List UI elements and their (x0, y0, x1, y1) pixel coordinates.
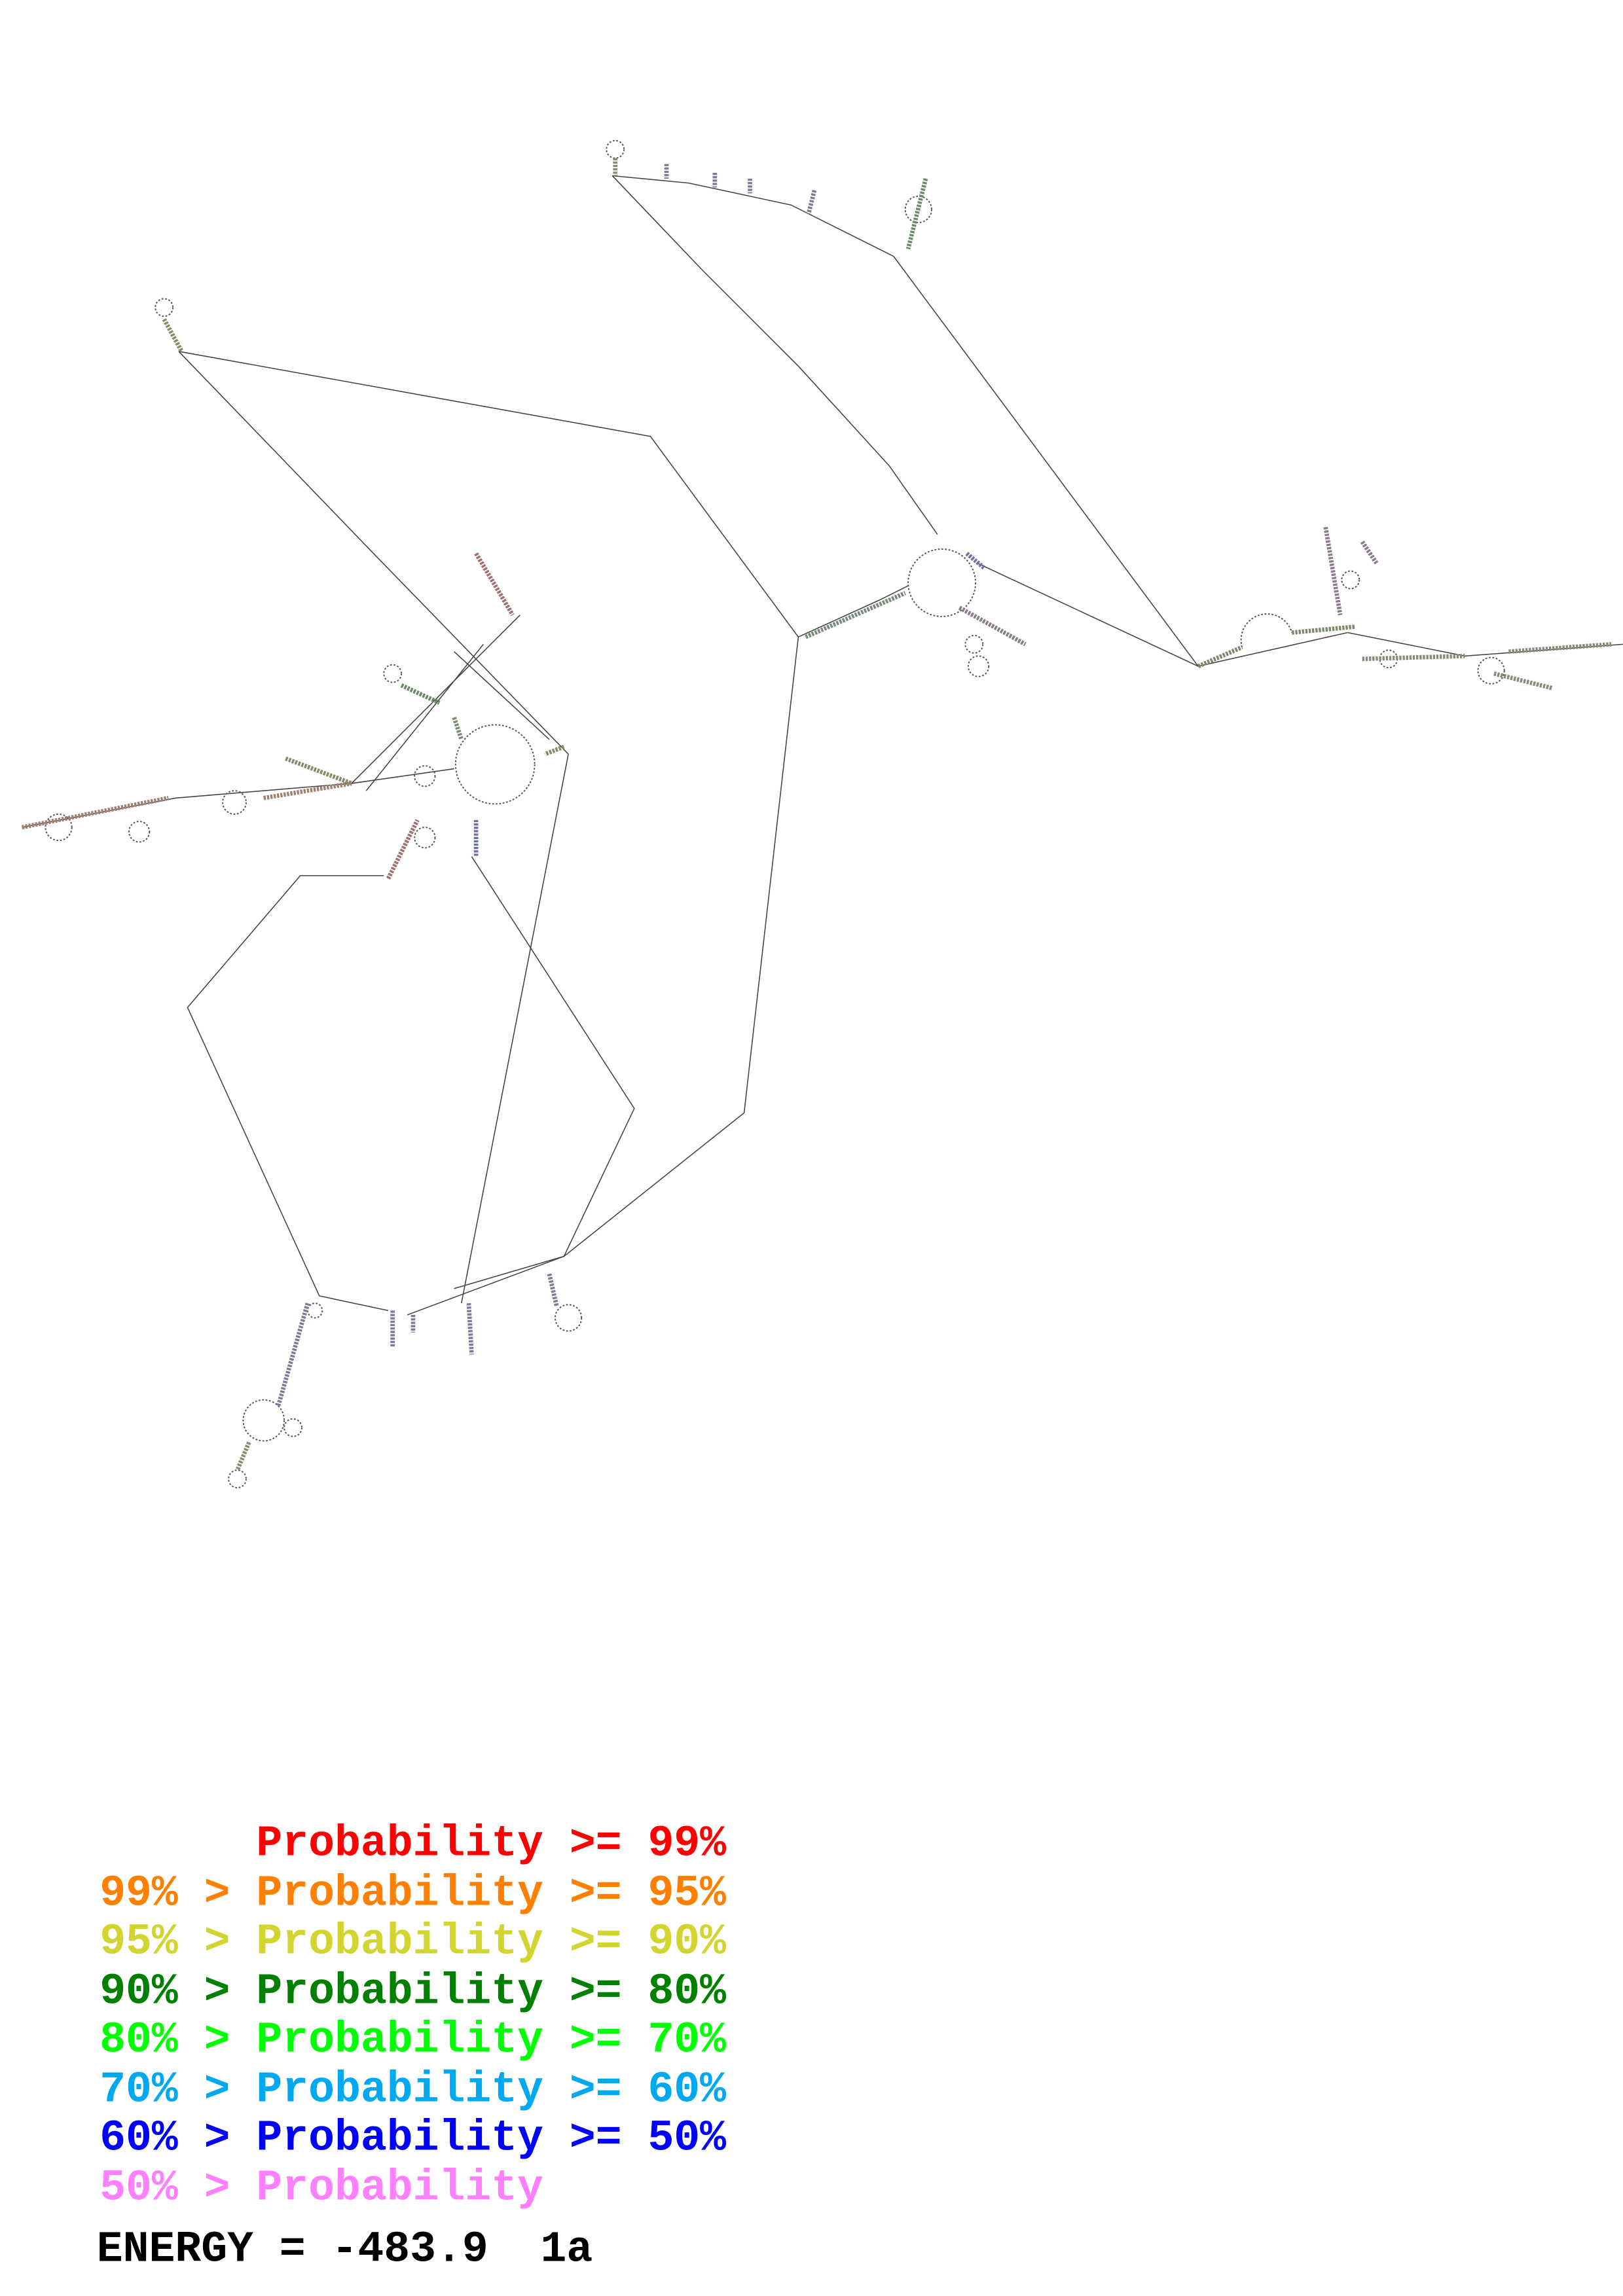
hairpin-loop (155, 298, 174, 317)
backbone-line (187, 875, 389, 1312)
helix (805, 591, 907, 639)
multiloop (454, 724, 536, 805)
backbone-line (611, 175, 938, 535)
interior-loop (1240, 613, 1293, 648)
loop (414, 827, 436, 849)
backbone-line (893, 256, 1199, 667)
legend-entry-95: 99% > Probability >= 95% (100, 1869, 726, 1918)
backbone-line (178, 351, 799, 637)
legend-entry-60: 70% > Probability >= 60% (100, 2065, 726, 2114)
helix (958, 605, 1027, 647)
multiloop (907, 548, 977, 617)
helices (21, 158, 1612, 1471)
loop (967, 655, 990, 677)
backbone-line (798, 585, 909, 637)
helix (386, 819, 420, 880)
hairpin-loop (554, 1304, 583, 1332)
legend-entry-50: 60% > Probability >= 50% (100, 2113, 726, 2162)
helix (452, 717, 464, 740)
backbone-line (1347, 632, 1623, 657)
loop (283, 1418, 302, 1437)
loop (242, 1399, 285, 1442)
loop (964, 634, 984, 654)
backbone-line (978, 563, 1348, 667)
helix (544, 744, 565, 757)
backbone-line (454, 1255, 564, 1289)
helix (965, 552, 986, 570)
hairpin-loop (228, 1469, 247, 1489)
legend-entry-70: 80% > Probability >= 70% (100, 2015, 726, 2064)
loop (128, 821, 151, 843)
loops (45, 139, 1505, 1489)
helix (162, 318, 184, 353)
helix (474, 552, 515, 617)
legend-entry-90: 95% > Probability >= 90% (100, 1917, 726, 1966)
loop (222, 790, 247, 815)
loop (45, 813, 73, 842)
backbone-line (461, 754, 569, 1304)
backbone (22, 175, 1623, 1316)
helix (276, 1273, 559, 1407)
backbone-line (178, 351, 569, 755)
loop (904, 195, 932, 224)
backbone-line (563, 637, 799, 1257)
probability-legend: Probability >= 99% 99% > Probability >= … (97, 1820, 726, 2274)
helix (1197, 624, 1355, 669)
legend-entry-80: 90% > Probability >= 80% (100, 1967, 726, 2017)
loop (1477, 656, 1505, 685)
hairpin-loop (383, 664, 403, 683)
backbone-line (351, 615, 550, 791)
helix (905, 178, 928, 250)
helix (21, 781, 352, 830)
helix (235, 1441, 251, 1471)
loop (1341, 570, 1360, 590)
helix (1323, 526, 1379, 616)
loop (414, 765, 436, 787)
legend-entry-99: Probability >= 99% (100, 1820, 726, 1869)
backbone-line (22, 768, 454, 828)
energy-label: ENERGY = -483.9 1a (97, 2225, 593, 2274)
hairpin-loop (606, 139, 625, 159)
backbone-line (407, 856, 635, 1316)
helix (664, 164, 817, 215)
helix (1362, 642, 1612, 691)
backbone-line (612, 175, 894, 257)
legend-entry-below-50: 50% > Probability (100, 2163, 543, 2212)
helix (400, 683, 441, 705)
helix (285, 756, 353, 786)
loop (306, 1302, 323, 1319)
